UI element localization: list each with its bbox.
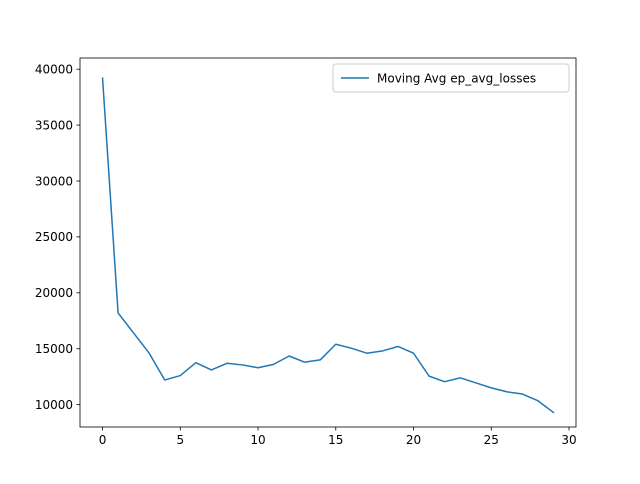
legend-box (332, 63, 570, 93)
y-tick-label: 40000 (35, 62, 73, 76)
axes: 0 5 10 15 20 25 30 10000 15000 20000 25000 30000 350… (35, 57, 577, 447)
x-tick-label: 20 (406, 433, 421, 447)
x-tick-label: 0 (99, 433, 107, 447)
legend: Moving Avg ep_avg_losses (332, 63, 570, 93)
y-tick-label: 20000 (35, 286, 73, 300)
x-tick-label: 5 (176, 433, 184, 447)
x-tick-label: 25 (484, 433, 499, 447)
series-line-0 (101, 77, 555, 414)
y-tick-label: 25000 (35, 230, 73, 244)
plot-area (101, 77, 555, 414)
y-tick-label: 10000 (35, 398, 73, 412)
x-tick-label: 10 (250, 433, 265, 447)
legend-label: Moving Avg ep_avg_losses (377, 71, 536, 85)
axes-frame (79, 57, 577, 428)
y-tick-label: 15000 (35, 342, 73, 356)
x-tick-label: 15 (328, 433, 343, 447)
x-tick-label: 30 (561, 433, 576, 447)
y-tick-label: 35000 (35, 118, 73, 132)
y-tick-label: 30000 (35, 174, 73, 188)
